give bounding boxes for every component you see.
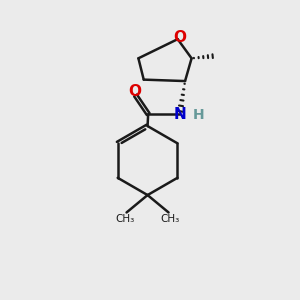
Text: N: N	[173, 106, 186, 122]
Text: O: O	[173, 30, 186, 45]
Text: O: O	[128, 84, 141, 99]
Text: CH₃: CH₃	[116, 214, 135, 224]
Text: H: H	[193, 108, 204, 122]
Text: CH₃: CH₃	[160, 214, 179, 224]
